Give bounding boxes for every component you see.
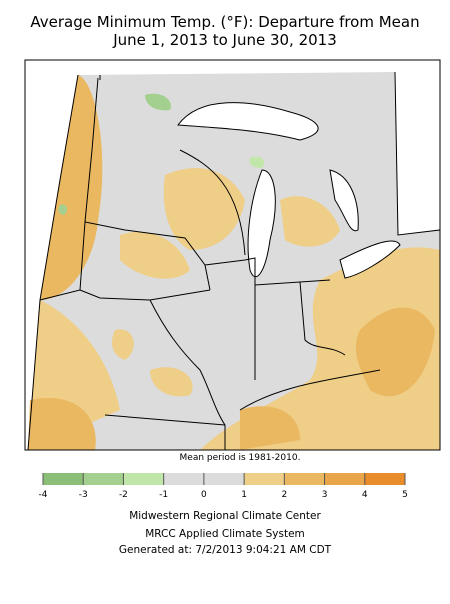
legend-swatch — [43, 473, 84, 485]
footer-line: Generated at: 7/2/2013 9:04:21 AM CDT — [119, 544, 332, 556]
legend-tick-label: 2 — [281, 490, 287, 500]
legend-tick-label: -2 — [119, 490, 128, 500]
title-line: Average Minimum Temp. (°F): Departure fr… — [30, 13, 419, 31]
legend-swatch — [284, 473, 325, 485]
legend-tick-label: 0 — [201, 490, 207, 500]
map — [24, 59, 441, 451]
legend-tick-label: 5 — [402, 490, 408, 500]
legend-tick-label: -3 — [79, 490, 88, 500]
legend-tick-label: -1 — [159, 490, 168, 500]
legend-swatch — [203, 473, 245, 485]
legend-tick-label: 3 — [322, 490, 328, 500]
legend-tick-label: 1 — [241, 490, 247, 500]
legend-swatch — [244, 473, 285, 485]
legend-swatch — [163, 473, 204, 485]
legend-swatch — [324, 473, 365, 485]
legend: -4 -3 -2 -1 0 1 2 3 4 5 — [39, 473, 408, 500]
legend-swatch — [123, 473, 164, 485]
footer-line: Midwestern Regional Climate Center — [129, 510, 321, 522]
mean-period-note: Mean period is 1981-2010. — [180, 453, 301, 463]
legend-tick-label: -4 — [39, 490, 48, 500]
legend-tick-label: 4 — [362, 490, 368, 500]
legend-swatch — [83, 473, 124, 485]
footer-line: MRCC Applied Climate System — [145, 528, 305, 540]
legend-swatch — [364, 473, 405, 485]
title-line: June 1, 2013 to June 30, 2013 — [112, 31, 337, 49]
